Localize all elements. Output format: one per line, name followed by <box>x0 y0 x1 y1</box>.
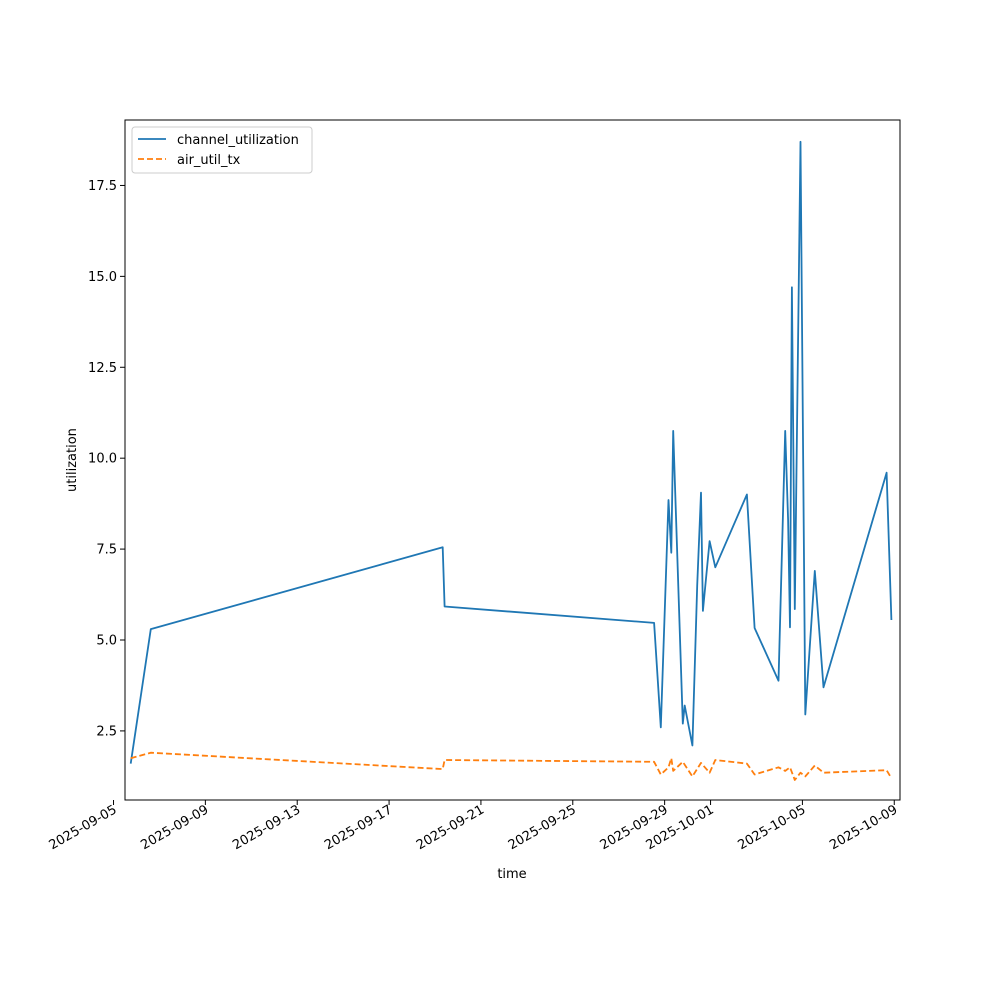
data-point <box>702 610 704 612</box>
data-point <box>682 761 684 763</box>
data-point <box>804 714 806 716</box>
data-point <box>823 686 825 688</box>
data-point <box>804 775 806 777</box>
data-point <box>668 766 670 768</box>
data-point <box>886 769 888 771</box>
legend-box <box>131 126 313 174</box>
data-point <box>682 723 684 725</box>
data-point <box>886 472 888 474</box>
data-point <box>670 552 672 554</box>
data-point <box>800 772 802 774</box>
data-point <box>150 628 152 630</box>
data-point <box>789 626 791 628</box>
plot-frame <box>124 119 901 801</box>
data-point <box>787 519 789 521</box>
data-point <box>653 622 655 624</box>
data-point <box>691 745 693 747</box>
data-point <box>444 759 446 761</box>
data-point <box>746 494 748 496</box>
data-point <box>660 726 662 728</box>
data-point <box>823 772 825 774</box>
data-point <box>672 770 674 772</box>
data-point <box>778 680 780 682</box>
y-tick-label: 10.0 <box>88 452 117 467</box>
series-layer <box>129 140 893 781</box>
data-point <box>890 619 892 621</box>
data-point <box>784 430 786 432</box>
data-point <box>714 759 716 761</box>
y-axis: 2.5 5.0 7.5 10.0 12.5 15.0 17.5 <box>88 179 125 739</box>
data-point <box>791 286 793 288</box>
data-point <box>890 777 892 779</box>
data-point <box>784 770 786 772</box>
legend-label-air-util-tx: air_util_tx <box>177 153 241 168</box>
data-point <box>444 606 446 608</box>
data-point <box>670 757 672 759</box>
data-point <box>442 768 444 770</box>
data-point <box>150 752 152 754</box>
data-point <box>794 608 796 610</box>
y-tick-label: 12.5 <box>88 361 117 376</box>
data-point <box>660 774 662 776</box>
data-point <box>700 492 702 494</box>
data-point <box>672 430 674 432</box>
data-point <box>130 757 132 759</box>
y-tick-label: 7.5 <box>96 543 117 558</box>
data-point <box>754 627 756 629</box>
series-line-air-util-tx <box>130 751 893 781</box>
y-tick-label: 15.0 <box>88 270 117 285</box>
data-point <box>814 570 816 572</box>
data-point <box>130 763 132 765</box>
data-point <box>778 766 780 768</box>
series-line-channel-utilization <box>129 140 893 764</box>
data-point <box>814 765 816 767</box>
data-point <box>800 141 802 143</box>
y-tick-label: 5.0 <box>96 634 117 649</box>
y-tick-label: 2.5 <box>96 724 117 739</box>
data-point <box>789 766 791 768</box>
data-point <box>709 772 711 774</box>
y-axis-title: utilization <box>65 428 80 492</box>
y-tick-label: 17.5 <box>88 179 117 194</box>
x-axis-title: time <box>497 867 526 882</box>
data-point <box>684 705 686 707</box>
legend: channel_utilization air_util_tx <box>131 126 313 174</box>
data-point <box>754 774 756 776</box>
data-point <box>700 762 702 764</box>
data-point <box>746 763 748 765</box>
data-point <box>709 540 711 542</box>
legend-label-channel-utilization: channel_utilization <box>177 133 299 148</box>
data-point <box>653 761 655 763</box>
data-point <box>794 779 796 781</box>
data-point <box>668 499 670 501</box>
data-point <box>714 566 716 568</box>
data-point <box>442 546 444 548</box>
data-point <box>691 775 693 777</box>
data-point <box>696 585 698 587</box>
